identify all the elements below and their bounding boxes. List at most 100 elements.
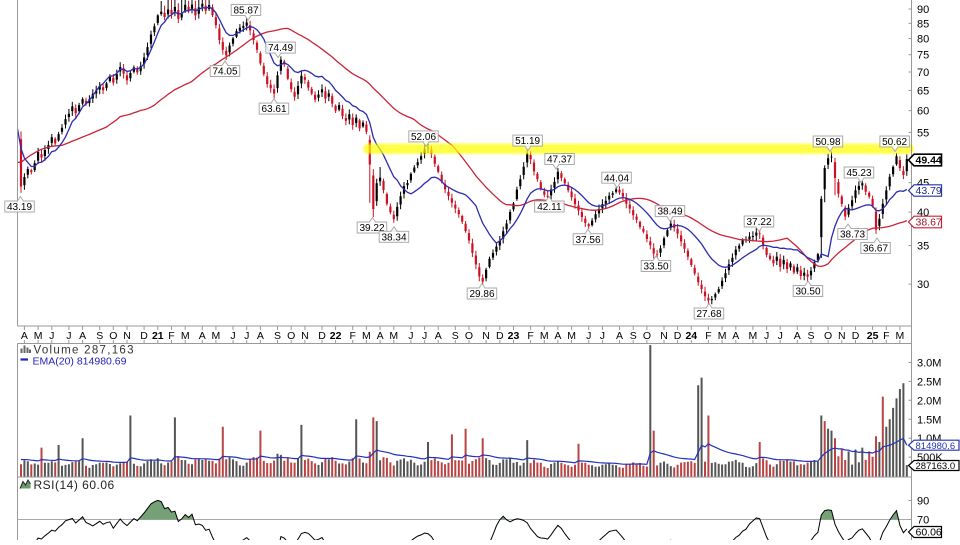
svg-text:A: A [257, 330, 264, 342]
svg-text:55: 55 [917, 127, 929, 139]
svg-text:J: J [422, 330, 427, 342]
svg-text:45.23: 45.23 [846, 168, 871, 179]
svg-text:D: D [496, 330, 504, 342]
svg-text:80: 80 [917, 34, 929, 46]
svg-text:O: O [465, 330, 473, 342]
svg-text:39.22: 39.22 [359, 223, 384, 234]
svg-text:63.61: 63.61 [261, 104, 286, 115]
svg-text:38.73: 38.73 [840, 230, 865, 241]
svg-text:90: 90 [917, 4, 929, 16]
svg-text:J: J [66, 330, 71, 342]
svg-text:3.0M: 3.0M [917, 358, 941, 370]
svg-text:85.87: 85.87 [233, 6, 258, 17]
svg-text:F: F [349, 330, 355, 342]
svg-text:A: A [21, 330, 28, 342]
svg-text:F: F [527, 330, 533, 342]
svg-text:38.67: 38.67 [916, 217, 942, 229]
svg-text:75: 75 [917, 50, 929, 62]
svg-text:M: M [362, 330, 371, 342]
svg-text:74.49: 74.49 [268, 43, 293, 54]
svg-text:M: M [389, 330, 398, 342]
svg-text:30: 30 [917, 279, 929, 291]
svg-text:N: N [482, 330, 490, 342]
svg-text:74.05: 74.05 [212, 67, 237, 78]
svg-text:A: A [435, 330, 442, 342]
svg-text:F: F [883, 330, 889, 342]
svg-text:J: J [600, 330, 605, 342]
svg-text:49.44: 49.44 [916, 155, 942, 167]
svg-text:S: S [630, 330, 637, 342]
svg-text:23: 23 [508, 330, 520, 342]
svg-text:35: 35 [917, 241, 929, 253]
svg-text:24: 24 [685, 330, 697, 342]
svg-text:J: J [586, 330, 591, 342]
svg-text:N: N [301, 330, 309, 342]
svg-text:A: A [199, 330, 206, 342]
svg-text:M: M [896, 330, 905, 342]
svg-text:O: O [824, 330, 832, 342]
svg-text:22: 22 [330, 330, 342, 342]
svg-text:N: N [660, 330, 668, 342]
svg-text:S: S [452, 330, 459, 342]
svg-text:M: M [718, 330, 727, 342]
svg-text:21: 21 [152, 330, 164, 342]
svg-text:M: M [749, 330, 758, 342]
svg-text:85: 85 [917, 18, 929, 30]
svg-text:70: 70 [917, 515, 929, 527]
svg-text:38.49: 38.49 [657, 207, 682, 218]
svg-text:M: M [540, 330, 549, 342]
svg-text:A: A [732, 330, 739, 342]
svg-text:37.22: 37.22 [746, 217, 771, 228]
svg-text:A: A [554, 330, 561, 342]
svg-text:287163.0: 287163.0 [916, 461, 956, 472]
svg-text:F: F [168, 330, 174, 342]
svg-text:30.50: 30.50 [795, 287, 820, 298]
svg-text:M: M [567, 330, 576, 342]
svg-text:29.86: 29.86 [469, 289, 494, 300]
svg-text:42.11: 42.11 [537, 202, 562, 213]
svg-text:EMA(20) 814980.69: EMA(20) 814980.69 [33, 356, 127, 368]
svg-text:37.56: 37.56 [575, 235, 600, 246]
svg-text:S: S [96, 330, 103, 342]
svg-text:D: D [140, 330, 148, 342]
svg-text:N: N [838, 330, 846, 342]
svg-text:M: M [34, 330, 43, 342]
svg-text:D: D [852, 330, 860, 342]
svg-text:M: M [212, 330, 221, 342]
svg-text:43.19: 43.19 [7, 202, 32, 213]
svg-text:44.04: 44.04 [604, 173, 629, 184]
svg-text:2.5M: 2.5M [917, 376, 941, 388]
svg-text:Volume 287,163: Volume 287,163 [34, 345, 135, 357]
svg-text:50.98: 50.98 [815, 137, 840, 148]
svg-text:A: A [377, 330, 384, 342]
svg-text:1.5M: 1.5M [917, 414, 941, 426]
svg-text:36.67: 36.67 [863, 244, 888, 255]
svg-text:D: D [674, 330, 682, 342]
svg-text:A: A [79, 330, 86, 342]
svg-text:O: O [643, 330, 651, 342]
svg-text:60.06: 60.06 [916, 527, 942, 539]
svg-text:J: J [408, 330, 413, 342]
svg-text:60: 60 [917, 106, 929, 118]
svg-text:33.50: 33.50 [643, 262, 668, 273]
svg-text:J: J [778, 330, 783, 342]
svg-text:J: J [230, 330, 235, 342]
svg-text:J: J [244, 330, 249, 342]
svg-text:RSI(14) 60.06: RSI(14) 60.06 [34, 478, 115, 492]
svg-text:J: J [49, 330, 54, 342]
svg-text:51.19: 51.19 [515, 136, 540, 147]
svg-text:70: 70 [917, 67, 929, 79]
svg-text:43.79: 43.79 [916, 185, 942, 197]
svg-text:S: S [807, 330, 814, 342]
svg-text:50.62: 50.62 [882, 137, 907, 148]
svg-text:M: M [181, 330, 190, 342]
svg-text:J: J [764, 330, 769, 342]
svg-text:2.0M: 2.0M [917, 395, 941, 407]
svg-text:814980.6: 814980.6 [916, 441, 956, 452]
svg-text:O: O [109, 330, 117, 342]
svg-text:65: 65 [917, 86, 929, 98]
svg-text:O: O [287, 330, 295, 342]
svg-text:38.34: 38.34 [381, 232, 406, 243]
svg-text:A: A [794, 330, 801, 342]
svg-text:47.37: 47.37 [547, 155, 572, 166]
